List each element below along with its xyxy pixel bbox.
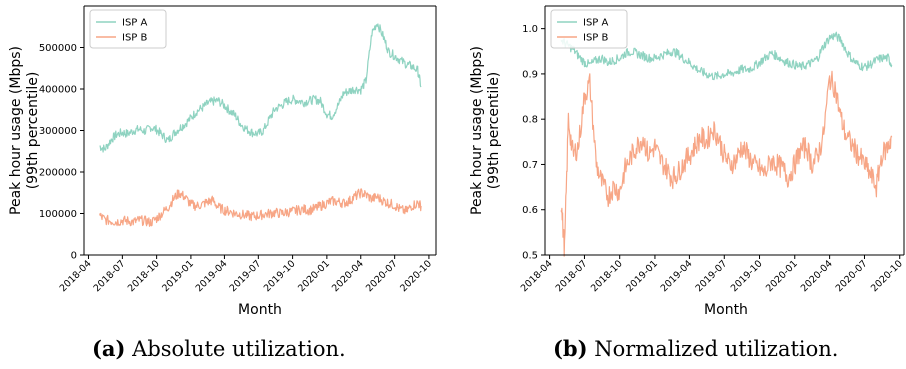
y-tick-label: 300000 — [39, 126, 77, 137]
x-tick-label: 2020-10 — [869, 258, 905, 294]
series-line-isp-b — [99, 188, 422, 227]
legend-label-isp-a: ISP A — [122, 18, 148, 29]
chart-absolute: 01000002000003000004000005000002018-0420… — [8, 5, 437, 318]
caption-absolute: (a) Absolute utilization. — [92, 336, 346, 361]
y-tick-label: 0.9 — [522, 69, 538, 80]
x-tick-label: 2018-04 — [58, 258, 94, 294]
caption-normalized: (b) Normalized utilization. — [553, 336, 838, 361]
legend-label-isp-b: ISP B — [583, 33, 609, 44]
x-tick-label: 2020-01 — [296, 258, 332, 294]
legend-box — [89, 9, 167, 49]
x-tick-label: 2020-07 — [834, 258, 870, 294]
y-axis-label-secondary: (99th percentile) — [486, 72, 502, 190]
legend-label-isp-a: ISP A — [583, 18, 609, 29]
caption-label: (b) — [553, 336, 588, 361]
y-axis-label-secondary: (99th percentile) — [25, 72, 41, 190]
y-tick-label: 0.5 — [522, 251, 538, 262]
caption-text: Absolute utilization. — [132, 337, 346, 361]
x-tick-label: 2018-10 — [126, 258, 162, 294]
x-tick-label: 2019-01 — [160, 258, 196, 294]
x-tick-label: 2019-01 — [624, 258, 660, 294]
y-axis-label: Peak hour usage (Mbps) — [8, 46, 24, 215]
caption-text: Normalized utilization. — [594, 337, 839, 361]
x-tick-label: 2018-04 — [519, 258, 555, 294]
y-axis-label: Peak hour usage (Mbps) — [469, 46, 485, 215]
figure: 01000002000003000004000005000002018-0420… — [8, 5, 905, 318]
x-tick-label: 2018-07 — [554, 258, 590, 294]
x-tick-label: 2018-07 — [92, 258, 128, 294]
y-tick-label: 0 — [71, 251, 77, 262]
x-tick-label: 2019-07 — [228, 258, 264, 294]
y-tick-label: 100000 — [39, 209, 77, 220]
x-tick-label: 2020-07 — [364, 258, 400, 294]
legend-label-isp-b: ISP B — [122, 33, 148, 44]
series-line-isp-b — [560, 70, 893, 257]
y-tick-label: 400000 — [39, 85, 77, 96]
series-line-isp-a — [99, 23, 422, 153]
x-tick-label: 2019-04 — [659, 258, 695, 294]
y-tick-label: 500000 — [39, 43, 77, 54]
y-tick-label: 0.7 — [522, 160, 538, 171]
x-tick-label: 2020-04 — [330, 258, 366, 294]
x-tick-label: 2020-04 — [799, 258, 835, 294]
x-tick-label: 2018-10 — [589, 258, 625, 294]
x-axis-label: Month — [704, 302, 748, 318]
x-axis-label: Month — [238, 302, 282, 318]
y-tick-label: 0.8 — [522, 115, 538, 126]
series-line-isp-a — [560, 31, 893, 81]
x-tick-label: 2019-10 — [262, 258, 298, 294]
y-tick-label: 200000 — [39, 168, 77, 179]
x-tick-label: 2020-10 — [398, 258, 434, 294]
y-tick-label: 0.6 — [522, 205, 538, 216]
y-tick-label: 1.0 — [522, 24, 538, 35]
x-tick-label: 2019-07 — [694, 258, 730, 294]
caption-label: (a) — [92, 336, 126, 361]
legend-box — [550, 9, 628, 49]
x-tick-label: 2020-01 — [764, 258, 800, 294]
x-tick-label: 2019-04 — [194, 258, 230, 294]
x-tick-label: 2019-10 — [729, 258, 765, 294]
